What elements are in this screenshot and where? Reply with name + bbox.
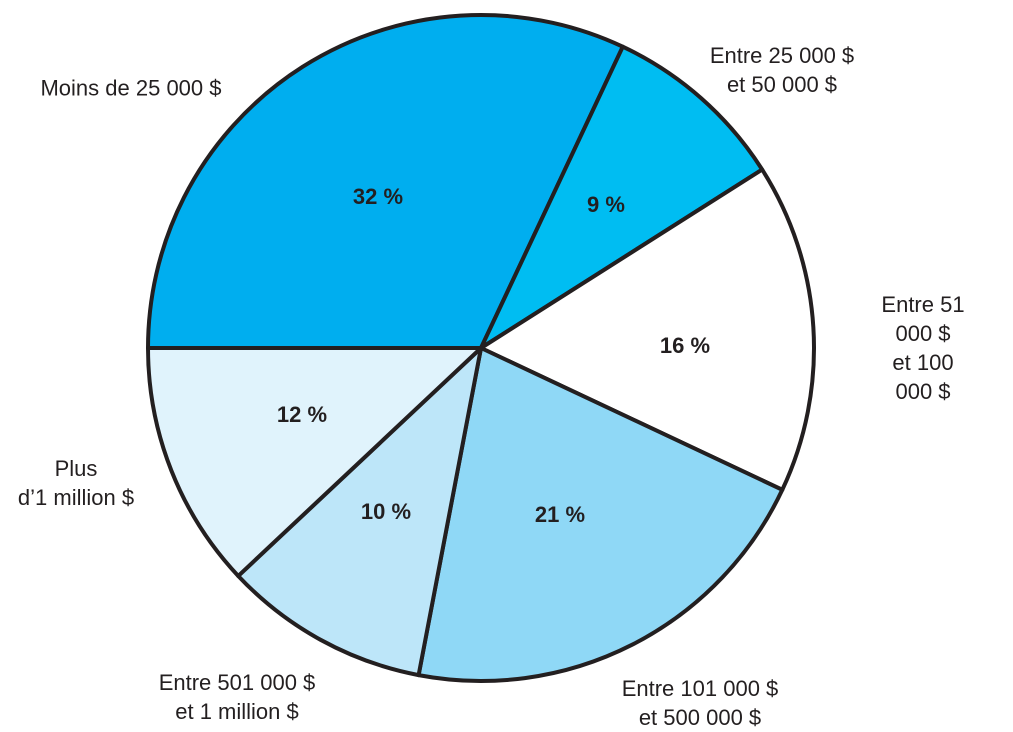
pie-slice	[416, 346, 785, 683]
slice-label: Entre 25 000 $ et 50 000 $	[709, 43, 855, 97]
slice-label: Moins de 25 000 $	[40, 75, 222, 101]
value-label: 16 %	[659, 333, 711, 358]
pie-slice	[479, 44, 765, 350]
slice-label: Entre 51 000 $ et 100 000 $	[881, 292, 965, 404]
pie-slice	[146, 13, 625, 350]
pie-slice	[236, 346, 483, 678]
pie-slice	[146, 346, 483, 578]
slice-label: Plus d’1 million $	[17, 456, 135, 510]
value-label: 12 %	[276, 402, 328, 427]
pie-slice	[479, 167, 816, 492]
value-label: 21 %	[534, 502, 586, 527]
slice-label: Entre 501 000 $ et 1 million $	[158, 670, 316, 724]
value-label: 9 %	[587, 192, 625, 217]
value-label: 32 %	[352, 184, 404, 209]
slice-label: Entre 101 000 $ et 500 000 $	[621, 676, 779, 730]
value-label: 10 %	[360, 499, 412, 524]
